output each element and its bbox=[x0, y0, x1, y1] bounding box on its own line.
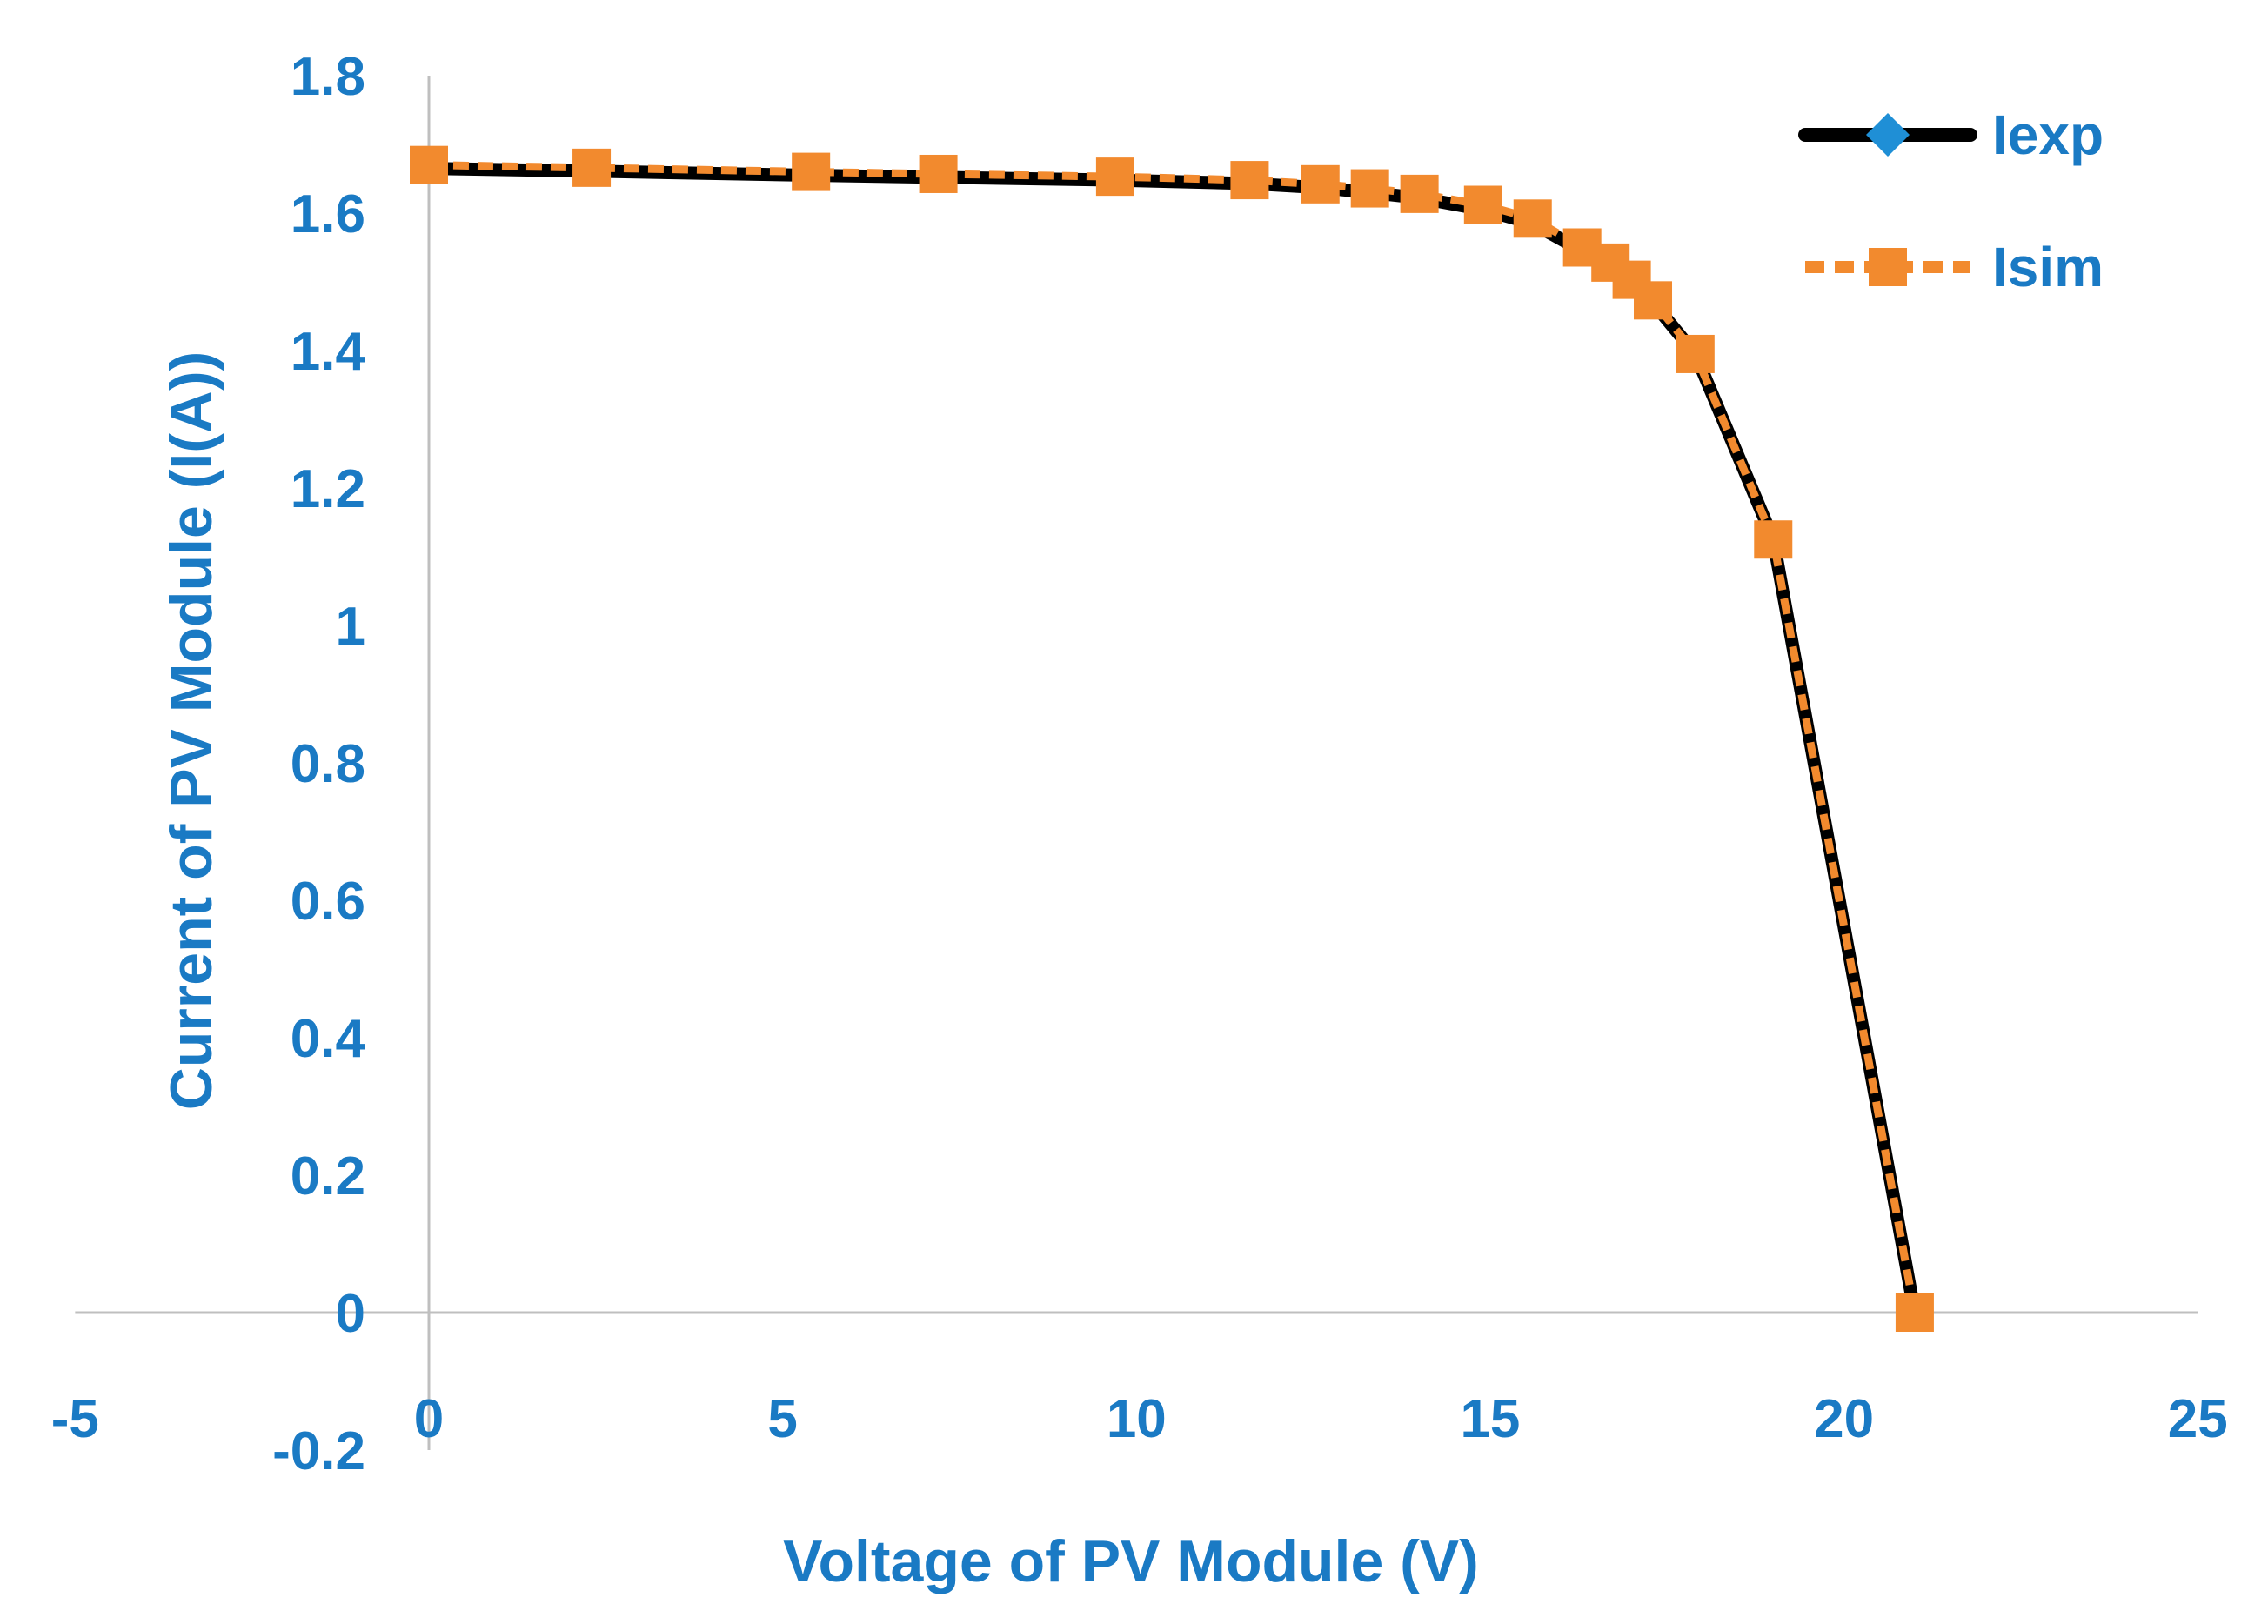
data-point-isim bbox=[1400, 174, 1439, 213]
data-point-isim bbox=[1463, 185, 1502, 224]
legend-item-iexp: Iexp bbox=[1798, 104, 2104, 166]
data-point-isim bbox=[1301, 164, 1340, 204]
x-tick-label: 20 bbox=[1814, 1389, 1874, 1449]
data-point-isim bbox=[1095, 157, 1134, 197]
series-layer bbox=[410, 145, 1934, 1332]
data-point-isim bbox=[1676, 334, 1715, 373]
data-point-isim bbox=[410, 145, 448, 184]
y-tick-label: 1 bbox=[336, 597, 365, 657]
axes bbox=[75, 76, 2198, 1450]
data-point-isim bbox=[1754, 520, 1793, 559]
x-tick-label: 0 bbox=[414, 1389, 444, 1449]
x-tick-label: -5 bbox=[51, 1389, 99, 1449]
legend-marker-isim bbox=[1869, 248, 1907, 286]
y-tick-label: 0 bbox=[336, 1284, 365, 1344]
legend-label-isim: Isim bbox=[1992, 236, 2104, 298]
data-point-isim bbox=[1230, 161, 1269, 200]
y-tick-label: 0.4 bbox=[291, 1009, 366, 1069]
y-tick-label: 0.2 bbox=[291, 1146, 365, 1206]
data-point-isim bbox=[919, 154, 958, 193]
x-tick-labels: -5 0 5 10 15 20 25 bbox=[51, 1389, 2228, 1449]
y-tick-label: 0.6 bbox=[291, 872, 365, 932]
y-tick-label: 1.6 bbox=[291, 184, 365, 244]
y-tick-label: 0.8 bbox=[291, 734, 365, 794]
y-axis-title: Current of PV Module (I(A)) bbox=[158, 351, 224, 1111]
legend: Iexp Isim bbox=[1798, 104, 2104, 298]
legend-label-iexp: Iexp bbox=[1992, 104, 2104, 166]
x-tick-label: 15 bbox=[1460, 1389, 1520, 1449]
x-tick-label: 25 bbox=[2168, 1389, 2228, 1449]
x-axis-title: Voltage of PV Module (V) bbox=[783, 1528, 1479, 1594]
series-line-isim bbox=[428, 161, 1919, 1313]
y-tick-label: -0.2 bbox=[272, 1421, 365, 1481]
y-tick-label: 1.2 bbox=[291, 459, 365, 519]
data-point-isim bbox=[572, 148, 612, 187]
legend-item-isim: Isim bbox=[1805, 236, 2104, 298]
data-point-isim bbox=[1634, 281, 1673, 320]
data-point-isim bbox=[792, 152, 831, 191]
x-tick-label: 10 bbox=[1107, 1389, 1167, 1449]
y-tick-label: 1.8 bbox=[291, 47, 365, 107]
data-point-isim bbox=[1513, 199, 1552, 238]
legend-marker-iexp bbox=[1866, 113, 1910, 157]
y-tick-labels: -0.2 0 0.2 0.4 0.6 0.8 1 1.2 1.4 1.6 1.8 bbox=[272, 47, 365, 1481]
x-tick-label: 5 bbox=[767, 1389, 797, 1449]
y-tick-label: 1.4 bbox=[291, 322, 366, 382]
data-point-isim bbox=[1350, 169, 1389, 208]
data-point-isim bbox=[1895, 1293, 1934, 1332]
